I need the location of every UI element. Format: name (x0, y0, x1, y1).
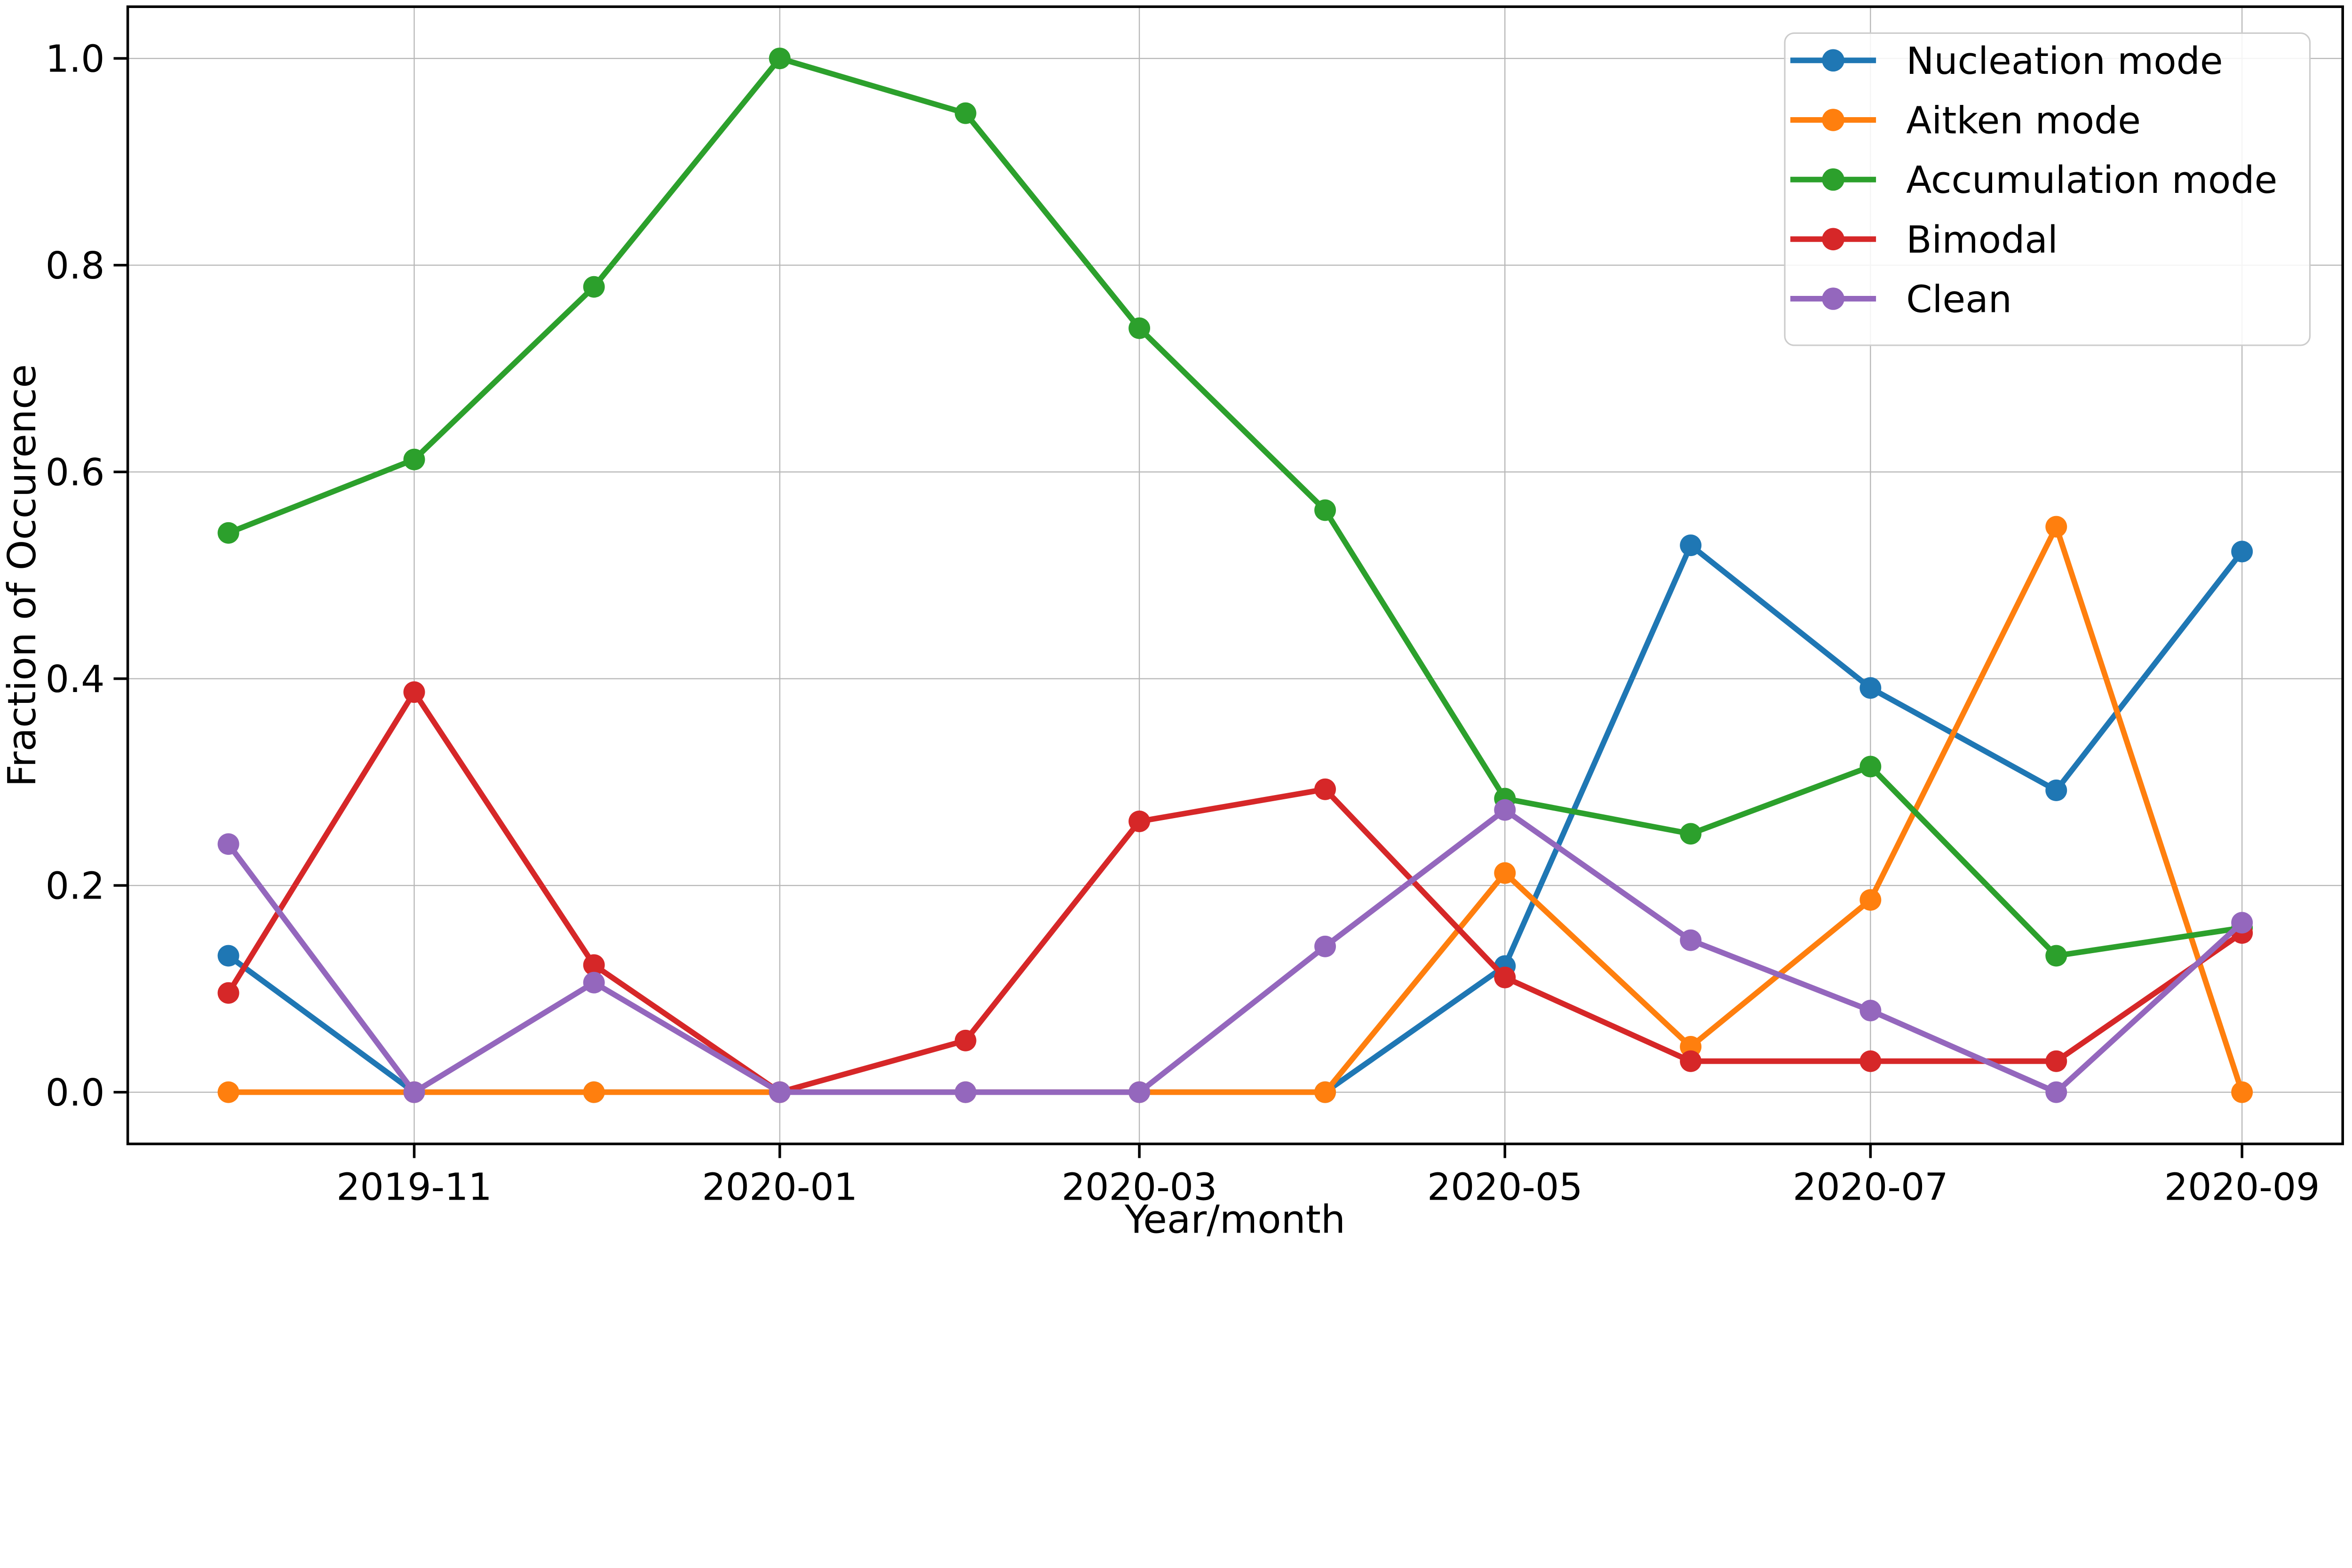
y-tick-label: 0.2 (46, 865, 105, 908)
data-point-marker (217, 1081, 239, 1103)
data-point-marker (217, 833, 239, 855)
figure: 0.0 0.2 0.4 0.6 0.8 1.0 2019-11 2020-01 2020-03 2… (0, 5, 2344, 1242)
x-tick-label: 2020-05 (1427, 1165, 1583, 1209)
data-point-marker (1859, 889, 1882, 911)
legend-box (1784, 32, 2311, 346)
legend-entry: Clean (1790, 278, 2012, 321)
data-point-marker (954, 1081, 977, 1103)
data-point-marker (1128, 317, 1151, 339)
legend-label: Clean (1906, 278, 2012, 321)
tick-labels: 0.0 0.2 0.4 0.6 0.8 1.0 2019-11 2020-01 2020-03 2… (46, 38, 2320, 1209)
data-point-marker (403, 681, 425, 703)
y-tick-label: 0.0 (46, 1071, 105, 1114)
data-point-marker (1128, 810, 1151, 832)
data-point-marker (403, 448, 425, 470)
data-point-marker (1494, 862, 1516, 884)
axes-frame (126, 5, 2344, 1146)
gridlines (127, 7, 2343, 1144)
legend-marker-icon (1822, 168, 1844, 191)
data-point-marker (2231, 912, 2253, 934)
data-point-marker (217, 522, 239, 544)
data-point-marker (1859, 1050, 1882, 1072)
data-point-marker (1314, 499, 1336, 521)
data-point-marker (1494, 966, 1516, 988)
legend-label: Bimodal (1906, 218, 2058, 262)
legend-entry: Accumulation mode (1790, 159, 2277, 202)
data-point-marker (403, 1081, 425, 1103)
data-point-marker (2045, 516, 2067, 538)
data-point-marker (1314, 778, 1336, 800)
data-point-marker (217, 982, 239, 1004)
y-tick-label: 0.6 (46, 451, 105, 494)
data-point-marker (2045, 1050, 2067, 1072)
data-point-marker (1314, 1081, 1336, 1103)
data-point-marker (1680, 1050, 1702, 1072)
data-point-marker (769, 1081, 791, 1103)
legend: Nucleation mode Aitken mode Accumulation m… (1784, 32, 2311, 346)
y-axis-title: Fraction of Occurence (0, 364, 45, 787)
data-point-marker (583, 1081, 605, 1103)
data-point-marker (1314, 935, 1336, 957)
series-line-clean (226, 807, 2244, 1095)
data-point-marker (583, 276, 605, 298)
x-tick-label: 2020-07 (1793, 1165, 1948, 1209)
series-line-bimodal (226, 689, 2244, 1095)
x-tick-label: 2020-03 (1062, 1165, 1217, 1209)
data-point-marker (1859, 756, 1882, 778)
series-line-accumulation-mode (227, 56, 2243, 959)
data-point-marker (1494, 799, 1516, 821)
data-point-marker (217, 945, 239, 967)
legend-label: Nucleation mode (1906, 40, 2223, 83)
legend-label: Aitken mode (1906, 99, 2141, 142)
legend-entry: Bimodal (1790, 218, 2058, 262)
data-point-marker (2231, 1081, 2253, 1103)
series-lines (217, 48, 2253, 1103)
legend-marker-icon (1822, 109, 1844, 131)
data-point-marker (2045, 1081, 2067, 1103)
x-tick-label: 2019-11 (336, 1165, 492, 1209)
data-point-marker (1680, 929, 1702, 951)
legend-entry: Aitken mode (1790, 99, 2141, 142)
data-point-marker (583, 954, 605, 976)
line-chart: 0.0 0.2 0.4 0.6 0.8 1.0 2019-11 2020-01 2020-03 2… (0, 5, 2344, 1242)
axis-ticks (113, 57, 2243, 1158)
data-point-marker (2045, 945, 2067, 967)
x-axis-title: Year/month (1124, 1198, 1345, 1242)
data-point-marker (1859, 1000, 1882, 1022)
data-point-marker (1128, 1081, 1151, 1103)
y-tick-label: 0.8 (46, 244, 105, 287)
series-line-aitken-mode (228, 524, 2245, 1095)
data-point-marker (1680, 823, 1702, 845)
x-tick-label: 2020-01 (702, 1165, 858, 1209)
legend-marker-icon (1822, 228, 1844, 251)
legend-marker-icon (1822, 49, 1844, 72)
data-point-marker (2231, 541, 2253, 563)
legend-entry: Nucleation mode (1790, 40, 2223, 83)
data-point-marker (954, 1029, 977, 1051)
data-point-marker (583, 971, 605, 994)
data-point-marker (1859, 677, 1882, 699)
data-point-marker (1680, 534, 1702, 557)
data-point-marker (769, 48, 791, 70)
y-tick-label: 1.0 (46, 38, 105, 81)
legend-label: Accumulation mode (1906, 159, 2277, 202)
x-tick-label: 2020-09 (2164, 1165, 2320, 1209)
legend-marker-icon (1822, 287, 1844, 310)
data-point-marker (2045, 780, 2067, 801)
y-tick-label: 0.4 (46, 658, 105, 701)
data-point-marker (954, 102, 977, 124)
